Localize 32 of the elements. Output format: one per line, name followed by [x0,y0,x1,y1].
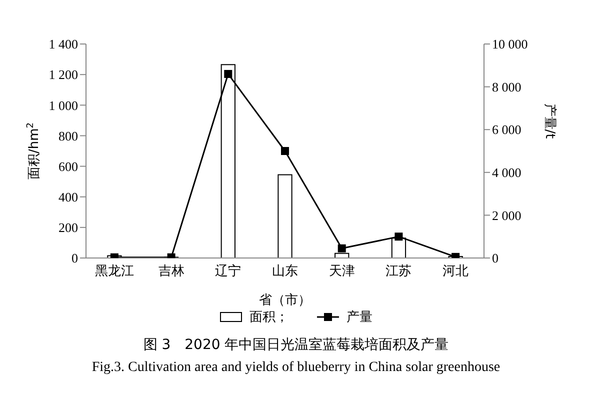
point [224,70,232,78]
y-tick-label: 800 [58,128,78,144]
x-tick-label: 江苏 [386,264,412,280]
x-tick-label: 黑龙江 [94,264,134,280]
y2-tick-label: 6 000 [492,122,522,138]
y2-axis-title: 产量/t [542,103,557,139]
y-tick-label: 1 200 [48,67,78,82]
y2-tick-label: 4 000 [492,165,522,180]
y2-tick-label: 8 000 [492,79,522,94]
x-tick-label: 天津 [328,264,355,280]
point [281,147,289,155]
y-tick-label: 200 [58,220,78,236]
y-tick-label: 400 [58,189,78,204]
y2-tick-label: 2 000 [492,208,522,223]
legend-label: 产量 [346,309,372,326]
y-tick-label: 600 [58,158,78,174]
legend-label: 面积； [250,309,288,326]
x-tick-label: 吉林 [158,264,184,280]
y-tick-label: 1 000 [48,98,78,113]
bar [278,174,292,258]
x-tick-label: 河北 [442,264,469,280]
x-tick-label: 辽宁 [215,263,242,280]
y-tick-label: 1 400 [48,36,78,52]
point [394,232,403,241]
point [338,244,346,252]
y-tick-label: 0 [72,250,78,266]
x-tick-label: 山东 [272,264,298,280]
text: Fig.3. Cultivation area and yields of blueberry in China solar greenhouse [90,360,502,376]
y2-tick-label: 10 000 [492,36,528,52]
x-axis-title: 省（市） [259,293,311,308]
y2-tick-label: 0 [492,250,498,266]
text: 图 3 2020 年中国日光温室蓝莓栽培面积及产量 [142,336,450,354]
